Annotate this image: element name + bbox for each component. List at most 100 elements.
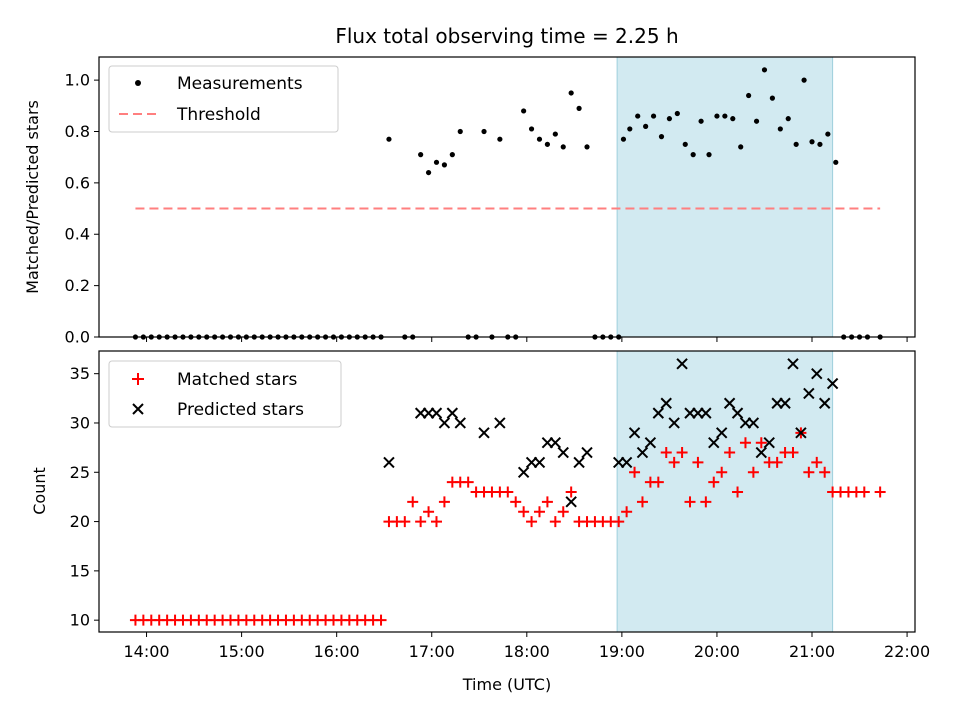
matched-star-point	[692, 456, 704, 468]
legend-matched-label: Matched stars	[177, 370, 297, 390]
measurement-point	[674, 110, 680, 117]
measurement-point	[761, 67, 768, 73]
matched-star-point	[621, 506, 633, 518]
predicted-star-point	[644, 436, 657, 449]
matched-star-point	[430, 516, 442, 528]
matched-star-point	[375, 614, 387, 626]
top-window-highlight	[616, 56, 834, 338]
matched-star-point	[803, 466, 815, 478]
predicted-star-point	[700, 407, 712, 419]
predicted-star-point	[573, 456, 585, 469]
predicted-star-point	[652, 407, 665, 419]
matched-star-point	[533, 506, 545, 518]
matched-star-point	[565, 486, 577, 498]
predicted-star-point	[438, 417, 451, 429]
measurement-point	[753, 118, 760, 124]
measurement-point	[730, 116, 736, 122]
predicted-star-point	[494, 417, 506, 429]
predicted-star-point	[763, 436, 775, 449]
x-tick-label: 18:00	[504, 642, 550, 661]
bottom-axes-frame	[98, 350, 916, 633]
matched-star-point	[415, 516, 427, 528]
predicted-star-point	[565, 496, 577, 508]
matched-star-point	[724, 447, 736, 459]
measurement-point	[449, 152, 455, 158]
predicted-star-point	[811, 367, 823, 380]
measurement-point	[682, 141, 688, 147]
measurement-point	[690, 152, 696, 158]
measurement-point	[825, 131, 831, 137]
measurement-point	[497, 136, 503, 142]
y-tick-label: 35	[70, 364, 90, 383]
top-y-ticks: 0.0 0.2 0.4 0.6 0.8 1.0	[65, 71, 99, 347]
predicted-star-point	[803, 387, 815, 400]
measurement-point	[521, 108, 527, 114]
matched-star-point	[541, 496, 553, 508]
bottom-window-highlight	[616, 350, 834, 633]
predicted-star-point	[747, 417, 760, 429]
x-tick-label: 17:00	[409, 642, 455, 661]
measurement-point	[809, 139, 815, 145]
bottom-y-ticks: 10 15 20 25 30 35	[70, 364, 99, 630]
predicted-points	[383, 358, 839, 508]
predicted-star-point	[446, 407, 459, 419]
matched-star-point	[613, 516, 625, 528]
legend-threshold-label: Threshold	[176, 105, 261, 125]
measurement-point	[643, 123, 649, 129]
measurement-point	[714, 113, 720, 119]
matched-star-point	[739, 437, 751, 449]
y-tick-label: 0.0	[65, 328, 90, 347]
matched-points	[129, 427, 886, 626]
x-tick-label: 21:00	[789, 642, 835, 661]
top-axes-frame	[98, 56, 916, 338]
y-tick-label: 1.0	[65, 71, 90, 90]
predicted-star-point	[430, 407, 443, 419]
predicted-star-point	[708, 436, 720, 449]
measurement-point	[635, 113, 641, 119]
measurement-point	[568, 90, 574, 96]
matched-star-point	[811, 456, 823, 468]
predicted-star-point	[787, 358, 799, 370]
predicted-star-point	[383, 456, 395, 469]
measurement-point	[418, 152, 424, 158]
predicted-star-point	[755, 446, 768, 459]
predicted-star-point	[557, 446, 569, 459]
measurement-point	[793, 141, 799, 147]
predicted-star-point	[731, 407, 744, 419]
matched-star-point	[629, 466, 641, 478]
predicted-star-point	[478, 427, 490, 439]
top-y-axis-label: Matched/Predicted stars	[23, 100, 42, 294]
matched-star-point	[732, 486, 744, 498]
predicted-star-point	[628, 427, 641, 439]
top-x-ticks	[146, 337, 908, 342]
legend-predicted-marker	[132, 403, 144, 415]
bottom-legend-box	[108, 360, 342, 428]
matched-star-point	[660, 447, 672, 459]
measurement-point	[536, 136, 543, 142]
measurement-point	[576, 105, 582, 111]
matched-star-point	[747, 466, 759, 478]
x-tick-label: 20:00	[694, 642, 740, 661]
predicted-star-point	[549, 436, 562, 449]
matched-star-point	[652, 476, 664, 488]
measurement-point	[777, 126, 783, 132]
top-legend-box	[108, 65, 339, 133]
matched-star-point	[668, 456, 680, 468]
predicted-star-point	[723, 397, 736, 409]
predicted-star-point	[668, 417, 680, 429]
measurement-point	[425, 169, 432, 176]
measurement-point	[722, 113, 728, 119]
measurement-point	[560, 144, 566, 150]
y-tick-label: 30	[70, 413, 90, 432]
legend-predicted-label: Predicted stars	[177, 400, 304, 420]
y-tick-label: 0.2	[65, 276, 90, 295]
matched-star-point	[684, 496, 696, 508]
y-tick-label: 10	[70, 611, 90, 630]
matched-star-point	[676, 447, 688, 459]
measurement-point	[528, 126, 535, 132]
legend-matched-marker	[132, 373, 144, 385]
measurement-point	[833, 159, 839, 165]
y-tick-label: 20	[70, 512, 90, 531]
x-tick-label: 16:00	[314, 642, 360, 661]
